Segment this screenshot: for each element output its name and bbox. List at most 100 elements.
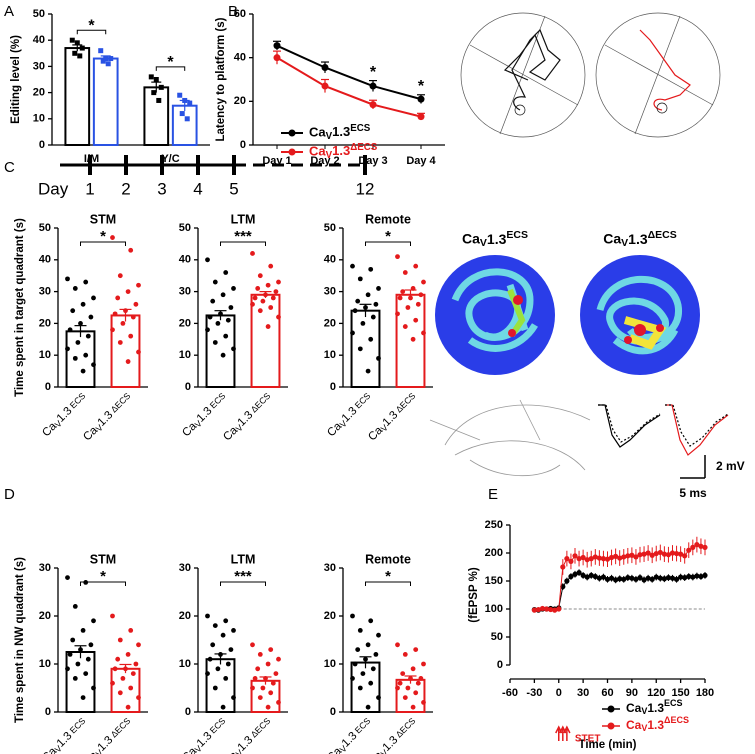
data-point — [276, 314, 281, 320]
data-point — [665, 575, 672, 581]
data-point — [352, 661, 358, 667]
panel-letter: D — [4, 486, 15, 503]
data-point — [231, 695, 236, 700]
data-point — [257, 308, 263, 314]
text-part: ΔECS — [107, 391, 133, 417]
text-part: 1.3 — [647, 701, 664, 715]
y-tick-label: 10 — [324, 349, 336, 361]
text-part: ECS — [351, 391, 372, 412]
heatmap-decs — [580, 255, 700, 375]
data-point — [592, 573, 598, 580]
annotation: * — [418, 78, 425, 95]
data-point — [531, 607, 537, 613]
data-point — [373, 301, 379, 307]
y-tick-label: 20 — [39, 317, 51, 329]
x-tick-label: Y/C — [161, 153, 179, 165]
data-point — [85, 333, 91, 339]
data-point — [70, 308, 76, 314]
data-point — [357, 628, 363, 633]
y-tick-label: 30 — [179, 562, 191, 574]
data-point — [673, 550, 680, 557]
data-point — [357, 276, 363, 282]
data-point — [273, 289, 279, 294]
text-part: V — [53, 418, 64, 429]
data-point — [678, 574, 684, 580]
stimulus-arrow — [559, 725, 567, 741]
scale-label: 5 ms — [679, 486, 707, 500]
data-point — [123, 666, 128, 672]
data-point — [177, 92, 183, 98]
timeline-day: 4 — [193, 179, 202, 198]
data-point — [212, 623, 218, 628]
y-tick-label: 30 — [179, 286, 191, 298]
x-tick-label: Day 4 — [406, 155, 436, 167]
x-tick-label: 30 — [577, 687, 589, 699]
data-point — [418, 292, 424, 298]
data-point — [417, 113, 425, 121]
x-tick-label: -60 — [502, 687, 518, 699]
data-point — [608, 575, 615, 581]
x-tick-label: 150 — [671, 687, 689, 699]
data-point — [265, 661, 271, 667]
data-point — [402, 695, 408, 700]
data-point — [604, 576, 611, 582]
data-point — [255, 666, 261, 672]
data-point — [220, 292, 226, 298]
data-point — [641, 577, 647, 583]
y-tick-label: 0 — [39, 139, 45, 151]
y-tick-label: 0 — [45, 381, 51, 393]
data-point — [543, 606, 550, 612]
bar — [110, 314, 141, 389]
data-point — [355, 647, 361, 652]
significance-label: * — [167, 54, 174, 71]
data-point — [657, 549, 663, 556]
data-point — [67, 652, 73, 657]
data-point — [120, 676, 126, 681]
x-tick-label: CaV1.3 ΔECS — [81, 391, 135, 445]
data-point — [572, 571, 578, 577]
data-point — [368, 618, 374, 624]
y-tick-label: 0 — [497, 659, 503, 671]
bar — [395, 293, 426, 388]
text-part: V — [480, 237, 487, 249]
data-point — [363, 305, 368, 310]
text-part: V — [338, 418, 349, 429]
data-point — [418, 676, 424, 681]
data-point — [694, 542, 700, 548]
data-point — [83, 279, 89, 285]
bar — [110, 667, 141, 713]
text-part: V — [234, 422, 245, 433]
data-point — [621, 554, 627, 560]
data-point — [568, 573, 574, 580]
data-point — [556, 606, 562, 612]
y-tick-label: 20 — [234, 95, 246, 107]
text-part: ECS — [350, 123, 371, 134]
data-point — [273, 671, 279, 676]
data-point — [365, 704, 371, 710]
stimulus-arrow — [563, 725, 571, 741]
data-point — [321, 82, 329, 90]
data-point — [91, 295, 96, 301]
text-part: V — [326, 150, 333, 161]
data-point — [686, 573, 692, 580]
data-point — [694, 573, 700, 579]
data-point — [592, 554, 598, 560]
data-point — [250, 251, 255, 256]
data-point — [645, 550, 651, 556]
y-tick-label: 50 — [39, 222, 51, 234]
data-point — [365, 368, 371, 374]
data-point — [130, 671, 136, 676]
data-point — [276, 700, 281, 705]
data-point — [91, 685, 96, 691]
x-tick-label: 0 — [556, 687, 562, 699]
x-tick-label: CaV1.3 ΔECS — [81, 716, 135, 754]
data-point — [220, 632, 226, 638]
text-part: ΔECS — [350, 142, 378, 153]
y-tick-label: 100 — [485, 603, 503, 615]
data-point — [128, 333, 134, 339]
data-point — [207, 314, 213, 320]
data-point — [133, 661, 139, 667]
y-tick-label: 30 — [39, 286, 51, 298]
data-point — [350, 613, 355, 619]
data-point — [408, 295, 413, 301]
